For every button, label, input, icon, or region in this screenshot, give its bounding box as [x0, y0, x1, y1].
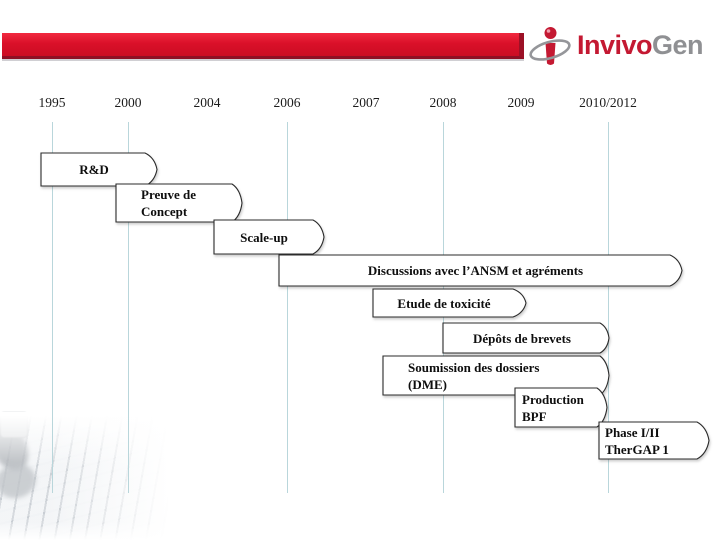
- phase-label: Phase I/II TherGAP 1: [598, 421, 710, 460]
- phase-label: Scale-up: [213, 219, 325, 255]
- header-red-bar: [2, 33, 524, 59]
- pentagon-arrow-shape: [213, 219, 325, 255]
- phase-label-line: TherGAP 1: [605, 441, 669, 457]
- phase-label-line: Concept: [141, 204, 188, 219]
- year-label: 2010/2012: [579, 95, 637, 110]
- phase-label: Discussions avec l’ANSM et agréments: [278, 254, 683, 287]
- phase-banner: Scale-up: [213, 219, 325, 255]
- keyboard-photo: [0, 412, 188, 540]
- phase-label-line: R&D: [79, 162, 109, 177]
- pentagon-arrow-shape: [372, 288, 527, 318]
- phase-label-line: Dépôts de brevets: [473, 330, 571, 346]
- gridline: [287, 122, 288, 493]
- year-label: 2000: [114, 95, 142, 110]
- pentagon-arrow-shape: [278, 254, 683, 287]
- phase-label-line: (DME): [408, 376, 447, 392]
- phase-label-line: Scale-up: [240, 229, 288, 245]
- gridline: [128, 122, 129, 493]
- phase-label: Preuve de Concept: [115, 183, 243, 223]
- phase-label-line: Soumission des dossiers: [408, 359, 540, 375]
- phase-banner: Production BPF: [514, 387, 608, 428]
- phase-label-line: Phase I/II: [605, 424, 660, 440]
- gridline: [608, 122, 609, 493]
- phase-label: R&D: [40, 152, 158, 187]
- phase-label-line: BPF: [522, 408, 547, 424]
- phase-banner: Etude de toxicité: [372, 288, 527, 318]
- phase-banner: Discussions avec l’ANSM et agréments: [278, 254, 683, 287]
- logo-text-gen: Gen: [652, 29, 704, 60]
- year-label: 2007: [352, 95, 380, 110]
- gridline: [52, 122, 53, 493]
- photo-fade-overlay: [0, 412, 188, 540]
- phase-label: Production BPF: [514, 387, 608, 428]
- pentagon-arrow-shape: [598, 421, 710, 460]
- year-label: 1995: [38, 95, 66, 110]
- phase-banner: Dépôts de brevets: [442, 322, 610, 354]
- pentagon-arrow-shape: [442, 322, 610, 354]
- phase-label-line: Discussions avec l’ANSM et agréments: [367, 263, 584, 278]
- logo-text-invivo: Invivo: [577, 29, 653, 60]
- year-label: 2008: [429, 95, 457, 110]
- year-label: 2006: [273, 95, 301, 110]
- phase-label-line: Etude de toxicité: [397, 295, 491, 311]
- phase-banner: Phase I/II TherGAP 1: [598, 421, 710, 460]
- year-label: 2004: [193, 95, 221, 110]
- phase-label-line: Production: [522, 391, 584, 407]
- invivogen-logo: InvivoGen: [529, 20, 717, 70]
- phase-label: Soumission des dossiers (DME): [382, 355, 610, 396]
- year-label: 2009: [507, 95, 535, 110]
- phase-banner: Preuve de Concept: [115, 183, 243, 223]
- phase-label-line: Preuve de: [141, 187, 196, 202]
- phase-banner: Soumission des dossiers (DME): [382, 355, 610, 396]
- phase-label: Etude de toxicité: [372, 288, 527, 318]
- logo-wordmark: InvivoGen: [577, 29, 704, 60]
- invivogen-i-icon: [529, 27, 571, 65]
- phase-banner: R&D: [40, 152, 158, 187]
- phase-label: Dépôts de brevets: [442, 322, 610, 354]
